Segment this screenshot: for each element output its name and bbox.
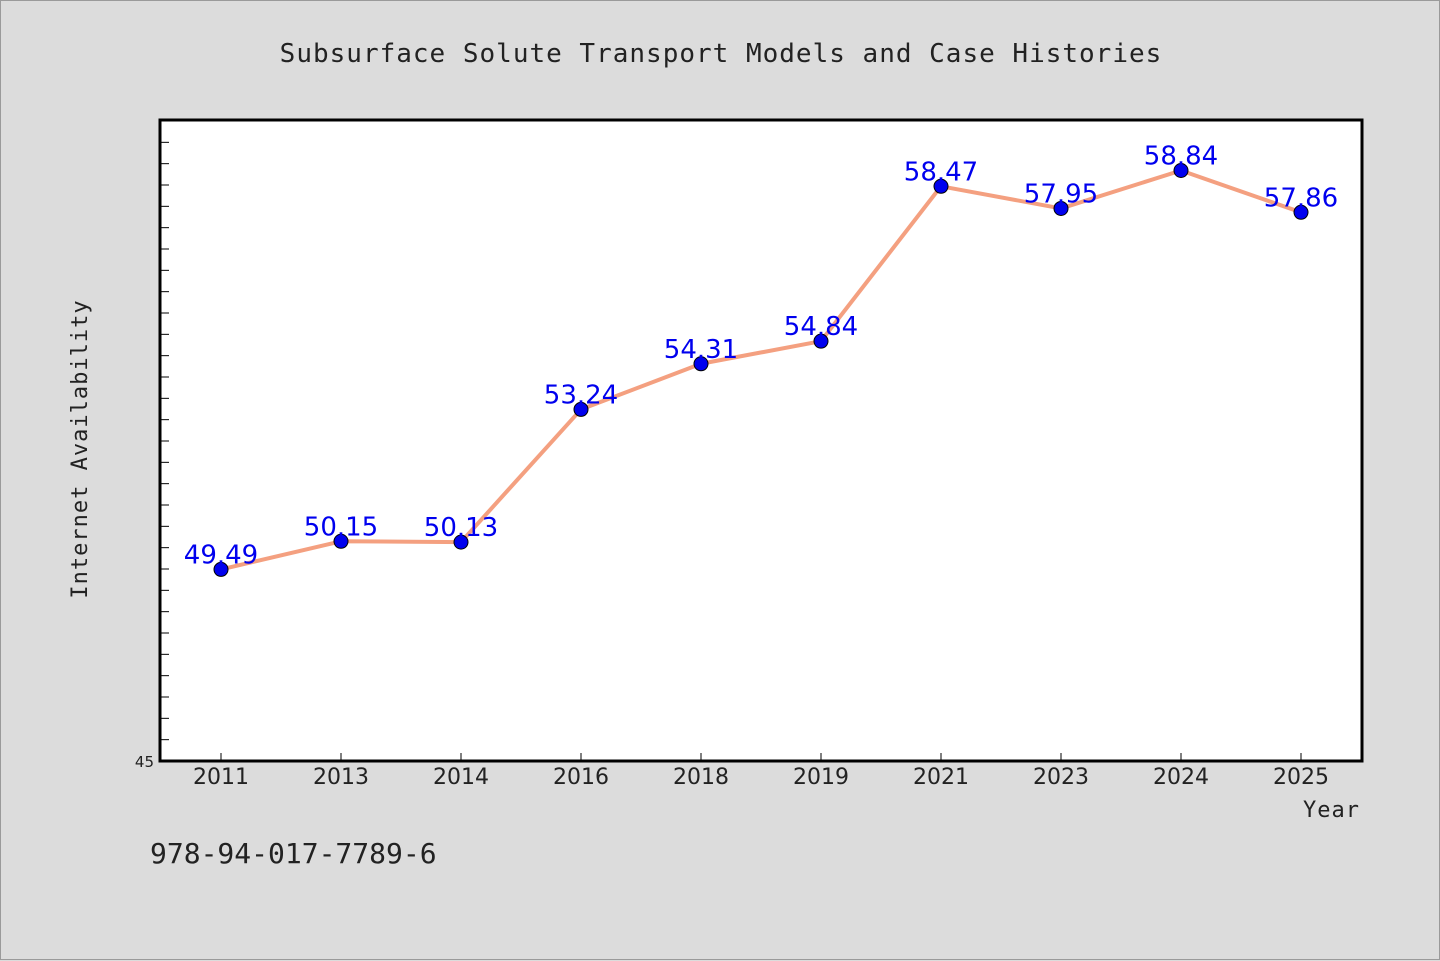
data-label: 57.95	[1024, 179, 1098, 209]
data-label: 50.13	[424, 513, 498, 543]
data-point	[213, 561, 229, 577]
plot-area	[158, 118, 1364, 763]
x-tick-label: 2011	[193, 765, 249, 790]
data-point	[693, 356, 709, 372]
data-point	[933, 178, 949, 194]
data-point	[1053, 200, 1069, 216]
data-point	[1293, 204, 1309, 220]
y-axis-label: Internet Availability	[68, 299, 93, 598]
x-tick-label: 2014	[433, 765, 489, 790]
data-label: 54.31	[664, 335, 738, 365]
x-tick-label: 2018	[673, 765, 729, 790]
data-label: 58.84	[1144, 141, 1218, 171]
data-label: 54.84	[784, 312, 858, 342]
x-axis-label: Year	[1303, 798, 1360, 823]
y-tick-label-min: 45	[135, 753, 154, 771]
x-tick-label: 2019	[793, 765, 849, 790]
data-labels: 49.49 50.15 50.13 53.24 54.31 54.84 58.47 57.95…	[184, 141, 1338, 570]
x-tick-label: 2016	[553, 765, 609, 790]
data-label: 50.15	[304, 512, 378, 542]
x-axis-tick-labels: 2011 2013 2014 2016 2018 2019 2021 2023 2024 2025	[193, 765, 1329, 790]
data-point	[813, 333, 829, 349]
data-label: 57.86	[1264, 183, 1338, 213]
series-line	[220, 168, 1302, 572]
data-point	[1173, 162, 1189, 178]
isbn-footer: 978-94-017-7789-6	[150, 837, 437, 870]
data-label: 53.24	[544, 380, 618, 410]
x-tick-label: 2023	[1033, 765, 1089, 790]
x-tick-label: 2024	[1153, 765, 1209, 790]
x-axis-ticks	[220, 753, 1302, 761]
data-label: 58.47	[904, 157, 978, 187]
y-axis-ticks	[161, 141, 169, 741]
x-tick-label: 2021	[913, 765, 969, 790]
x-tick-label: 2013	[313, 765, 369, 790]
data-point	[333, 533, 349, 549]
x-tick-label: 2025	[1273, 765, 1329, 790]
data-point	[453, 534, 469, 550]
data-point	[573, 401, 589, 417]
chart-title: Subsurface Solute Transport Models and C…	[280, 39, 1163, 69]
data-label: 49.49	[184, 540, 258, 570]
series-markers	[213, 162, 1309, 577]
